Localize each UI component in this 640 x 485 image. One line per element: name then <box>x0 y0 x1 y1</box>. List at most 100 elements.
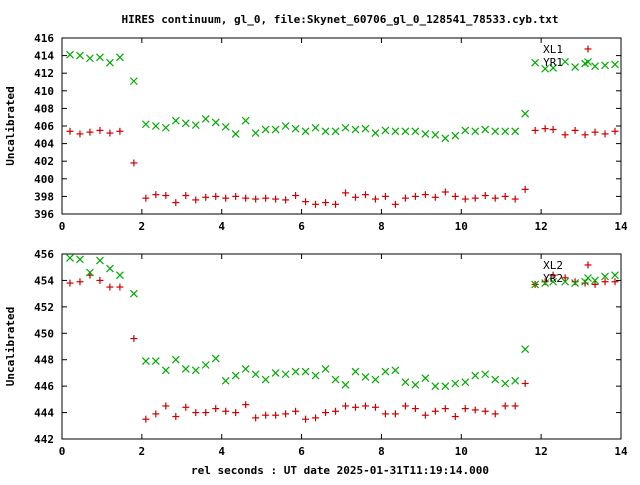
top-yr1-point <box>129 77 138 86</box>
bottom-panel: 0 2 4 6 8 10 12 14 442 444 446 448 450 452 454 456 Uncal… <box>4 248 628 458</box>
bottom-yr2-point <box>441 382 450 391</box>
top-yr1-point <box>371 129 380 137</box>
bottom-xl2-point <box>351 403 359 411</box>
bottom-y-tick-label: 442 <box>34 433 54 446</box>
bottom-xl2-point <box>202 409 210 417</box>
bottom-yr2-point <box>301 367 310 376</box>
bottom-yr2-point <box>411 380 420 389</box>
top-yr1-point <box>441 134 450 143</box>
top-yr1-point <box>511 127 520 136</box>
top-xl1-point <box>441 188 449 196</box>
top-xl1-point <box>322 199 330 207</box>
top-series-xl1 <box>66 125 619 208</box>
bottom-yr2-point <box>591 276 599 285</box>
top-xl1-point <box>481 192 489 200</box>
top-y-tick-label: 402 <box>34 155 54 168</box>
bottom-y-tick-label: 456 <box>34 248 54 261</box>
bottom-yr2-point <box>291 367 300 376</box>
bottom-yr2-point <box>191 366 200 375</box>
top-y-axis-label: Uncalibrated <box>4 86 17 165</box>
top-xl1-point <box>212 192 220 200</box>
top-yr1-point <box>281 122 290 130</box>
bottom-series-yr2 <box>66 254 619 391</box>
top-yr1-point <box>549 63 558 72</box>
top-legend-marker-xl1 <box>584 45 592 53</box>
bottom-xl2-point <box>192 409 200 417</box>
top-xl1-point <box>361 191 369 199</box>
top-yr1-point <box>105 58 114 67</box>
top-xl1-point <box>381 192 389 200</box>
bottom-yr2-point <box>501 379 510 388</box>
bottom-xl2-point <box>401 402 409 410</box>
bottom-xl2-point <box>441 405 449 413</box>
bottom-yr2-point <box>531 280 540 289</box>
top-xl1-point <box>341 189 349 197</box>
top-xl1-point <box>521 185 529 193</box>
top-y-tick-label: 408 <box>34 102 54 115</box>
top-yr1-point <box>361 124 370 133</box>
bottom-xl2-point <box>341 402 349 410</box>
bottom-y-axis-label: Uncalibrated <box>4 307 17 386</box>
top-yr1-point <box>151 122 160 130</box>
bottom-yr2-point <box>351 367 360 376</box>
bottom-yr2-point <box>549 277 558 286</box>
top-xl1-point <box>130 159 138 167</box>
top-xl1-point <box>571 126 579 134</box>
top-yr1-point <box>141 120 150 129</box>
bottom-xl2-point <box>491 410 499 418</box>
bottom-yr2-point <box>76 255 84 264</box>
bottom-xl2-point <box>571 278 579 286</box>
top-legend-label-yr1: YR1 <box>543 56 563 69</box>
bottom-yr2-point <box>391 366 400 375</box>
bottom-xl2-point <box>292 407 300 415</box>
bottom-xl2-point <box>222 407 230 415</box>
top-yr1-point <box>271 125 280 134</box>
bottom-y-tick-label: 444 <box>34 407 54 420</box>
top-xl1-point <box>401 194 409 202</box>
bottom-yr2-point <box>471 371 480 380</box>
bottom-x-tick-label: 0 <box>59 445 66 458</box>
bottom-yr2-point <box>331 375 340 384</box>
top-y-tick-label: 410 <box>34 85 54 98</box>
bottom-yr2-point <box>105 264 114 273</box>
top-yr1-point <box>76 51 84 60</box>
top-yr1-point <box>311 123 320 132</box>
top-xl1-point <box>461 195 469 203</box>
top-xl1-point <box>332 200 340 208</box>
top-yr1-point <box>561 57 570 66</box>
top-xl1-point <box>292 192 300 200</box>
top-y-tick-label: 406 <box>34 120 54 133</box>
bottom-legend-marker-yr2 <box>584 274 592 282</box>
bottom-xl2-point <box>302 415 310 423</box>
top-xl1-point <box>312 200 320 208</box>
bottom-xl2-point <box>391 410 399 418</box>
bottom-yr2-point <box>431 382 440 391</box>
bottom-xl2-point <box>431 407 439 415</box>
bottom-xl2-point <box>172 413 180 421</box>
top-yr1-point <box>571 63 580 71</box>
bottom-yr2-point <box>541 279 550 287</box>
top-xl1-point <box>86 128 94 136</box>
bottom-xl2-point <box>332 407 340 415</box>
top-yr1-point <box>241 116 250 125</box>
top-legend-label-xl1: XL1 <box>543 43 563 56</box>
top-yr1-point <box>96 53 104 62</box>
top-x-tick-label: 8 <box>378 220 385 233</box>
bottom-xl2-point <box>312 414 320 422</box>
bottom-xl2-point <box>322 409 330 417</box>
bottom-yr2-point <box>115 271 124 280</box>
bottom-yr2-point <box>129 289 138 298</box>
bottom-x-tick-label: 2 <box>139 445 146 458</box>
top-y-tick-label: 398 <box>34 190 54 203</box>
top-yr1-point <box>261 125 270 134</box>
bottom-yr2-point <box>561 277 570 286</box>
bottom-series-xl2 <box>66 271 619 423</box>
bottom-x-tick-label: 6 <box>298 445 305 458</box>
top-yr1-point <box>211 118 220 127</box>
top-xl1-point <box>222 194 230 202</box>
top-yr1-point <box>381 126 390 135</box>
bottom-xl2-point <box>142 415 150 423</box>
top-xl1-point <box>581 131 589 139</box>
top-y-tick-label: 400 <box>34 173 54 186</box>
bottom-xl2-point <box>282 410 290 418</box>
